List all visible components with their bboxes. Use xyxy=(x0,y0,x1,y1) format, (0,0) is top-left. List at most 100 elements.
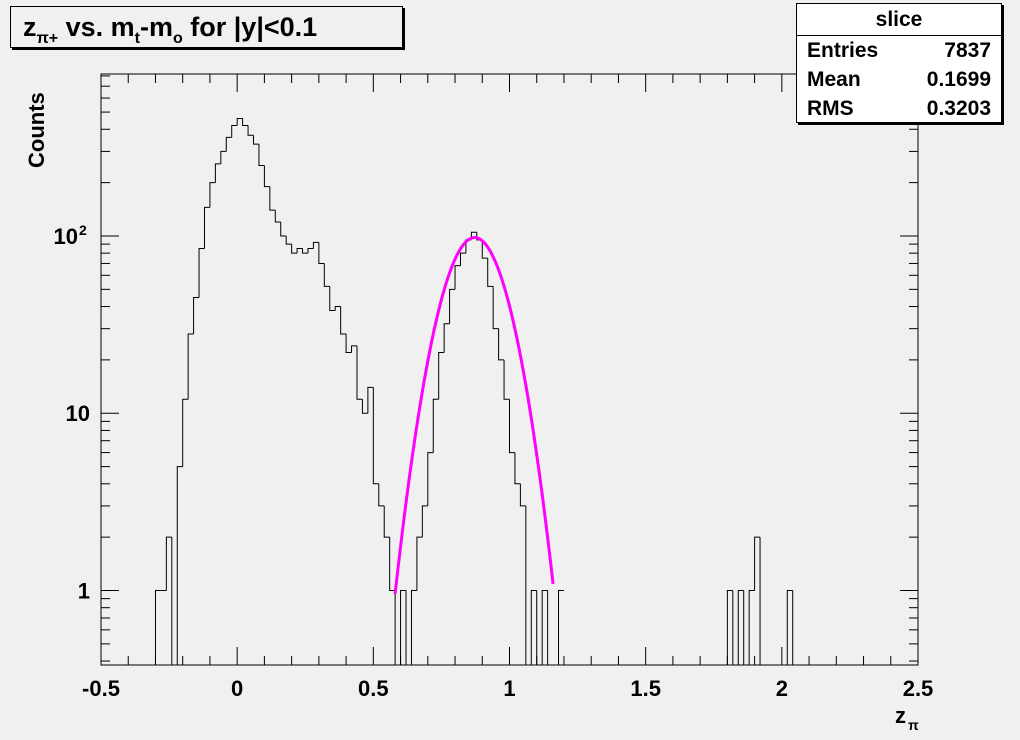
histogram-bin xyxy=(383,505,390,538)
stats-label: Mean xyxy=(807,68,861,91)
histogram-bin xyxy=(334,306,341,311)
stats-value: 0.1699 xyxy=(926,68,991,91)
histogram-bin xyxy=(203,206,210,249)
x-axis-label: z xyxy=(895,703,906,728)
stats-title: slice xyxy=(797,4,1001,36)
histogram-bin xyxy=(481,239,488,259)
histogram-bin xyxy=(269,186,276,211)
histogram-bin xyxy=(345,333,352,354)
x-tick-label: 1 xyxy=(503,676,515,701)
histogram-bin xyxy=(351,345,357,353)
histogram-bin xyxy=(759,537,766,666)
histogram-bin xyxy=(547,590,554,666)
y-tick-label: 10 xyxy=(66,401,90,426)
histogram-bin xyxy=(329,286,336,311)
histogram-bin xyxy=(487,258,494,287)
histogram-bin xyxy=(231,125,238,138)
histogram-bin xyxy=(509,399,515,454)
y-tick-label: 1 xyxy=(78,579,90,604)
histogram-bin xyxy=(427,452,434,506)
histogram-bin xyxy=(378,483,385,507)
histogram-bin xyxy=(536,590,543,666)
stats-label: RMS xyxy=(807,97,854,120)
histogram-bin xyxy=(514,452,521,485)
histogram-bin xyxy=(296,247,303,254)
histogram-bin xyxy=(519,483,526,507)
plot-title: zπ+ vs. mt-mo for |y|<0.1 xyxy=(10,6,403,48)
title-sub: π+ xyxy=(36,30,59,47)
title-suffix: for |y|<0.1 xyxy=(182,12,318,42)
x-axis-label-sub: π xyxy=(908,717,919,733)
histogram-bin xyxy=(182,398,189,467)
histogram-bin xyxy=(394,590,401,666)
histogram-bin xyxy=(743,590,750,666)
histogram-bin xyxy=(225,136,232,152)
histogram-bin xyxy=(171,537,178,666)
histogram-bin xyxy=(372,387,379,485)
stats-value: 7837 xyxy=(944,39,991,62)
title-sub3: o xyxy=(172,30,183,47)
histogram-bin xyxy=(389,537,396,592)
histogram-bin xyxy=(530,590,537,665)
histogram-bin xyxy=(492,286,499,330)
histogram-bin xyxy=(318,242,325,264)
stats-value: 0.3203 xyxy=(926,97,991,120)
histogram-bin xyxy=(285,235,292,245)
histogram-bin xyxy=(323,263,330,287)
x-tick-label: 2.5 xyxy=(903,676,934,701)
histogram-bin xyxy=(220,150,227,164)
plot-frame xyxy=(100,73,919,666)
histogram-bin xyxy=(503,359,510,400)
histogram-bin xyxy=(558,590,564,665)
histogram-bin xyxy=(443,323,450,353)
histogram-bin xyxy=(786,590,793,665)
x-tick-label: 0.5 xyxy=(358,676,389,701)
histogram-bin xyxy=(258,144,265,166)
histogram-bin xyxy=(263,165,270,188)
stats-row-rms: RMS 0.3203 xyxy=(797,94,1001,123)
stats-row-mean: Mean 0.1699 xyxy=(797,65,1001,94)
histogram-bin xyxy=(459,252,466,266)
histogram-bin xyxy=(432,398,439,453)
y-axis-label: Counts xyxy=(24,92,49,168)
x-tick-label: 0 xyxy=(231,676,243,701)
histogram-bin xyxy=(302,248,308,254)
histogram-bin xyxy=(748,590,755,665)
title-prefix: z xyxy=(23,12,37,42)
histogram-bin xyxy=(242,118,249,127)
x-tick-label: 2 xyxy=(776,676,788,701)
histogram-bin xyxy=(754,536,761,591)
stats-box: slice Entries 7837 Mean 0.1699 RMS 0.320… xyxy=(796,3,1002,123)
stats-row-entries: Entries 7837 xyxy=(797,36,1001,65)
gaussian-fit-curve xyxy=(393,236,555,594)
histogram-bin xyxy=(410,590,417,665)
histogram-bin xyxy=(405,590,412,666)
histogram-bin xyxy=(416,536,423,591)
histogram-bin xyxy=(198,247,205,298)
histogram-bin xyxy=(340,306,347,335)
histogram-bin xyxy=(356,345,363,400)
histogram-bin xyxy=(541,590,548,665)
histogram-bin xyxy=(307,247,314,254)
stats-label: Entries xyxy=(807,39,879,62)
title-dash: -m xyxy=(139,12,173,42)
histogram-bin xyxy=(291,244,298,254)
histogram-bin xyxy=(525,505,532,666)
histogram-bin xyxy=(737,590,744,665)
histogram-bin xyxy=(449,288,456,324)
histogram-bin xyxy=(247,125,254,136)
histogram-bin xyxy=(454,265,461,290)
histogram-bin xyxy=(236,118,243,126)
histogram-bin xyxy=(726,590,733,665)
histogram-bin xyxy=(253,135,259,145)
histogram-bin xyxy=(421,505,428,538)
histogram-bin xyxy=(176,466,183,665)
histogram-bin xyxy=(280,221,287,237)
histogram-bin xyxy=(193,296,200,334)
histogram-bin xyxy=(154,590,161,665)
histogram-bin xyxy=(214,163,221,183)
histogram-bin xyxy=(400,590,407,665)
histogram-bin xyxy=(187,333,194,400)
